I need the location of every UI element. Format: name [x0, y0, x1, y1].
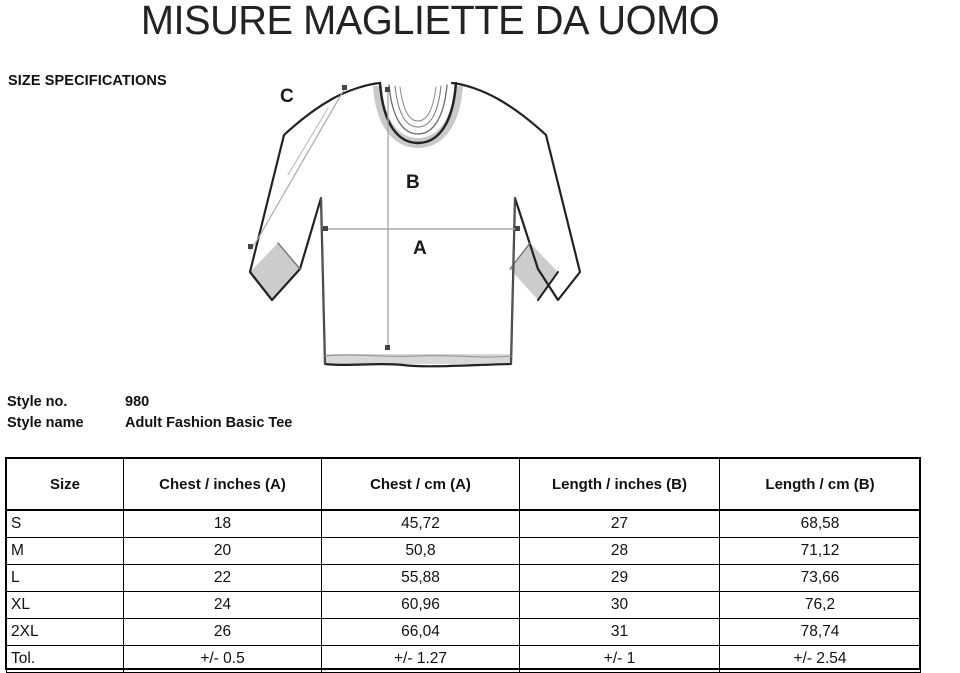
cell-chest-inches: 18	[123, 509, 322, 538]
cell-length-cm: 68,58	[719, 509, 921, 538]
table-row: Tol. +/- 0.5 +/- 1.27 +/- 1 +/- 2.54	[6, 645, 921, 673]
style-name-value: Adult Fashion Basic Tee	[125, 415, 293, 431]
cell-size: M	[6, 537, 124, 565]
style-no-label: Style no.	[7, 394, 68, 410]
left-sleeve-hem-inner	[277, 242, 301, 270]
measurement-line-c-inner	[287, 107, 329, 176]
cell-chest-cm: 45,72	[321, 509, 520, 538]
cell-size: Tol.	[6, 645, 124, 673]
cell-size: 2XL	[6, 618, 124, 646]
cell-chest-cm: 50,8	[321, 537, 520, 565]
cell-length-inches: 29	[519, 564, 720, 592]
cell-size: S	[6, 509, 124, 538]
right-sleeve-hem-shade	[510, 243, 558, 300]
style-name-row: Style name Adult Fashion Basic Tee	[7, 413, 292, 434]
column-header-size: Size	[6, 458, 124, 511]
collar-rib-3	[399, 86, 437, 122]
cell-length-inches: 31	[519, 618, 720, 646]
style-name-label: Style name	[7, 415, 84, 431]
left-sleeve-hem-shade	[250, 243, 300, 300]
cell-length-inches: 27	[519, 509, 720, 538]
cell-size: XL	[6, 591, 124, 619]
cell-length-inches: 28	[519, 537, 720, 565]
cell-chest-inches: +/- 0.5	[123, 645, 322, 673]
column-header-length-cm: Length / cm (B)	[719, 458, 921, 511]
measurement-endpoint-b-bottom	[385, 345, 390, 350]
cell-chest-inches: 22	[123, 564, 322, 592]
cell-size: L	[6, 564, 124, 592]
cell-chest-cm: 55,88	[321, 564, 520, 592]
cell-chest-cm: +/- 1.27	[321, 645, 520, 673]
cell-chest-cm: 66,04	[321, 618, 520, 646]
table-row: M 20 50,8 28 71,12	[6, 537, 921, 565]
neckline-outer	[378, 81, 458, 145]
tshirt-body-outline	[248, 81, 582, 368]
column-header-chest-inches: Chest / inches (A)	[123, 458, 322, 511]
size-specifications-heading: SIZE SPECIFICATIONS	[8, 73, 167, 89]
cell-length-cm: +/- 2.54	[719, 645, 921, 673]
column-header-chest-cm: Chest / cm (A)	[321, 458, 520, 511]
t-shirt-diagram: B A C	[228, 72, 608, 382]
table-row: XL 24 60,96 30 76,2	[6, 591, 921, 619]
collar-rib-1	[388, 84, 448, 135]
style-info-block: Style no. 980 Style name Adult Fashion B…	[7, 392, 292, 434]
cell-length-inches: 30	[519, 591, 720, 619]
cell-length-cm: 78,74	[719, 618, 921, 646]
style-no-row: Style no. 980	[7, 392, 292, 413]
cell-chest-inches: 24	[123, 591, 322, 619]
table-row: S 18 45,72 27 68,58	[6, 509, 921, 538]
size-specification-table: Size Chest / inches (A) Chest / cm (A) L…	[6, 458, 921, 673]
cell-length-inches: +/- 1	[519, 645, 720, 673]
measurement-line-c-outer	[255, 87, 346, 243]
cell-chest-inches: 26	[123, 618, 322, 646]
measurement-endpoint-a-left	[323, 226, 328, 231]
measurement-endpoint-c-bottom	[248, 244, 253, 249]
right-side-seam	[510, 197, 516, 365]
left-sleeve-hem-line	[249, 271, 273, 301]
right-sleeve-hem-line	[537, 271, 559, 301]
measurement-endpoint-c-top	[342, 85, 347, 90]
table-row: L 22 55,88 29 73,66	[6, 564, 921, 592]
page-title: MISURE MAGLIETTE DA UOMO	[140, 0, 720, 43]
table-header-row: Size Chest / inches (A) Chest / cm (A) L…	[6, 458, 921, 511]
measurement-endpoint-b-top	[385, 87, 390, 92]
diagram-label-c: C	[280, 86, 294, 107]
table-row: 2XL 26 66,04 31 78,74	[6, 618, 921, 646]
collar-rib-2	[394, 85, 442, 128]
cell-chest-inches: 20	[123, 537, 322, 565]
diagram-label-a: A	[413, 238, 427, 259]
cell-length-cm: 71,12	[719, 537, 921, 565]
style-no-value: 980	[125, 394, 150, 410]
diagram-label-b: B	[406, 172, 420, 193]
column-header-length-inches: Length / inches (B)	[519, 458, 720, 511]
left-side-seam	[320, 197, 326, 365]
cell-chest-cm: 60,96	[321, 591, 520, 619]
measurement-endpoint-a-right	[515, 226, 520, 231]
bottom-hem-line	[324, 354, 512, 358]
cell-length-cm: 76,2	[719, 591, 921, 619]
cell-length-cm: 73,66	[719, 564, 921, 592]
